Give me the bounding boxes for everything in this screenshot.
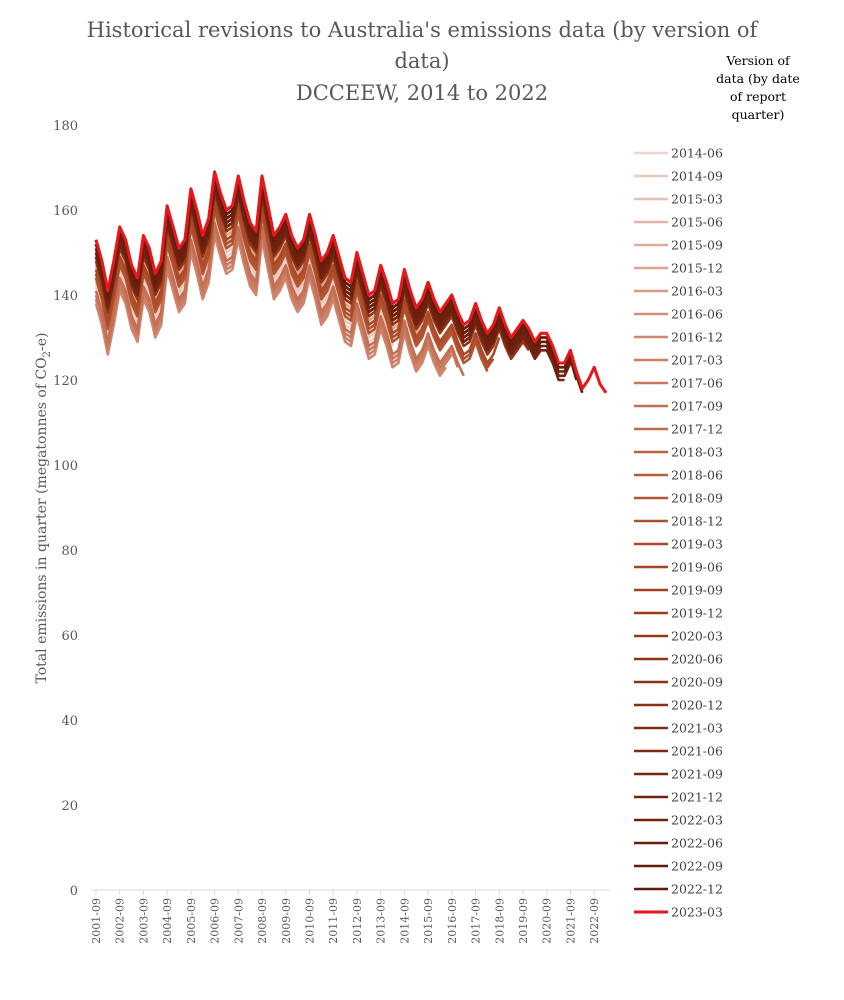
legend-label: 2017-12 [671, 422, 723, 437]
y-axis-label-suffix: -e) [34, 332, 50, 350]
legend-label: 2020-12 [671, 698, 723, 713]
legend-label: 2022-06 [671, 836, 723, 851]
legend-title-line: Version of [725, 53, 791, 68]
legend-label: 2019-06 [671, 560, 723, 575]
x-tick-label: 2006-09 [209, 898, 222, 944]
series-line-2017-03 [94, 230, 453, 373]
y-tick-label: 0 [70, 884, 78, 899]
legend-title: Version of data (by date of report quarter) [716, 53, 800, 122]
series-line-2017-09 [94, 221, 465, 377]
x-tick-label: 2007-09 [232, 898, 245, 944]
legend-label: 2020-09 [671, 675, 723, 690]
x-tick-label: 2001-09 [90, 898, 103, 944]
legend-label: 2018-06 [671, 468, 723, 483]
legend-label: 2021-06 [671, 744, 723, 759]
legend-label: 2020-03 [671, 629, 723, 644]
x-axis-ticks: 2001-09 2002-09 2003-09 2004-09 2005-09 2006-… [90, 890, 601, 944]
legend-label: 2018-12 [671, 514, 723, 529]
x-tick-label: 2003-09 [137, 898, 150, 944]
x-tick-label: 2017-09 [470, 898, 483, 944]
x-tick-label: 2004-09 [161, 898, 174, 944]
y-axis-label-main: Total emissions in quarter (megatonnes o… [34, 357, 50, 683]
y-tick-label: 60 [61, 629, 78, 644]
x-tick-label: 2019-09 [517, 898, 530, 944]
legend-label: 2020-06 [671, 652, 723, 667]
legend-items: 2014-06 2014-09 2015-03 2015-06 2015-09 2015-… [634, 146, 723, 920]
y-tick-label: 20 [61, 799, 78, 814]
legend-title-line: quarter) [732, 107, 785, 122]
y-tick-label: 160 [53, 204, 78, 219]
x-tick-label: 2022-09 [588, 898, 601, 944]
legend-label: 2021-12 [671, 790, 723, 805]
series-lines [94, 170, 608, 394]
x-tick-label: 2009-09 [280, 898, 293, 944]
legend-label: 2019-03 [671, 537, 723, 552]
x-tick-label: 2015-09 [422, 898, 435, 944]
legend-label: 2016-03 [671, 284, 723, 299]
legend-label: 2015-03 [671, 192, 723, 207]
x-tick-label: 2016-09 [446, 898, 459, 944]
legend-label: 2022-12 [671, 882, 723, 897]
legend-label: 2015-12 [671, 261, 723, 276]
y-tick-label: 120 [53, 374, 78, 389]
legend-label: 2015-09 [671, 238, 723, 253]
x-tick-label: 2011-09 [327, 898, 340, 944]
legend-label: 2021-09 [671, 767, 723, 782]
y-axis-label: Total emissions in quarter (megatonnes o… [34, 332, 53, 683]
x-tick-label: 2012-09 [351, 898, 364, 944]
legend-label: 2014-09 [671, 169, 723, 184]
legend-label: 2016-12 [671, 330, 723, 345]
y-tick-label: 140 [53, 289, 78, 304]
legend-label: 2019-12 [671, 606, 723, 621]
legend-label: 2017-03 [671, 353, 723, 368]
legend-label: 2016-06 [671, 307, 723, 322]
y-tick-label: 80 [61, 544, 78, 559]
legend-label: 2017-06 [671, 376, 723, 391]
legend-title-line: data (by date [716, 71, 800, 86]
y-tick-label: 100 [53, 459, 78, 474]
legend-label: 2018-09 [671, 491, 723, 506]
legend-label: 2021-03 [671, 721, 723, 736]
legend-label: 2022-09 [671, 859, 723, 874]
legend-label: 2014-06 [671, 146, 723, 161]
x-tick-label: 2018-09 [493, 898, 506, 944]
series-line-2023-03 [94, 170, 608, 394]
y-tick-label: 40 [61, 714, 78, 729]
legend-title-line: of report [730, 89, 786, 104]
chart-title-line-1: Historical revisions to Australia's emis… [87, 18, 760, 42]
legend-label: 2015-06 [671, 215, 723, 230]
x-tick-label: 2021-09 [564, 898, 577, 944]
y-axis-ticks: 0 20 40 60 80 100 120 140 160 180 [53, 119, 78, 899]
legend-label: 2023-03 [671, 905, 723, 920]
series-line-2018-09 [94, 208, 489, 373]
legend-label: 2019-09 [671, 583, 723, 598]
x-tick-label: 2005-09 [185, 898, 198, 944]
chart-subtitle: DCCEEW, 2014 to 2022 [296, 81, 548, 105]
legend-label: 2017-09 [671, 399, 723, 414]
legend-label: 2022-03 [671, 813, 723, 828]
y-axis-label-subscript: 2 [42, 351, 53, 357]
x-tick-label: 2010-09 [303, 898, 316, 944]
x-tick-label: 2002-09 [114, 898, 127, 944]
x-tick-label: 2020-09 [541, 898, 554, 944]
y-tick-label: 180 [53, 119, 78, 134]
legend-label: 2018-03 [671, 445, 723, 460]
x-tick-label: 2008-09 [256, 898, 269, 944]
series-line-2017-06 [94, 225, 460, 369]
x-tick-label: 2013-09 [375, 898, 388, 944]
x-tick-label: 2014-09 [398, 898, 411, 944]
chart-title-line-2: data) [394, 49, 449, 73]
legend: Version of data (by date of report quarter)… [634, 53, 800, 920]
